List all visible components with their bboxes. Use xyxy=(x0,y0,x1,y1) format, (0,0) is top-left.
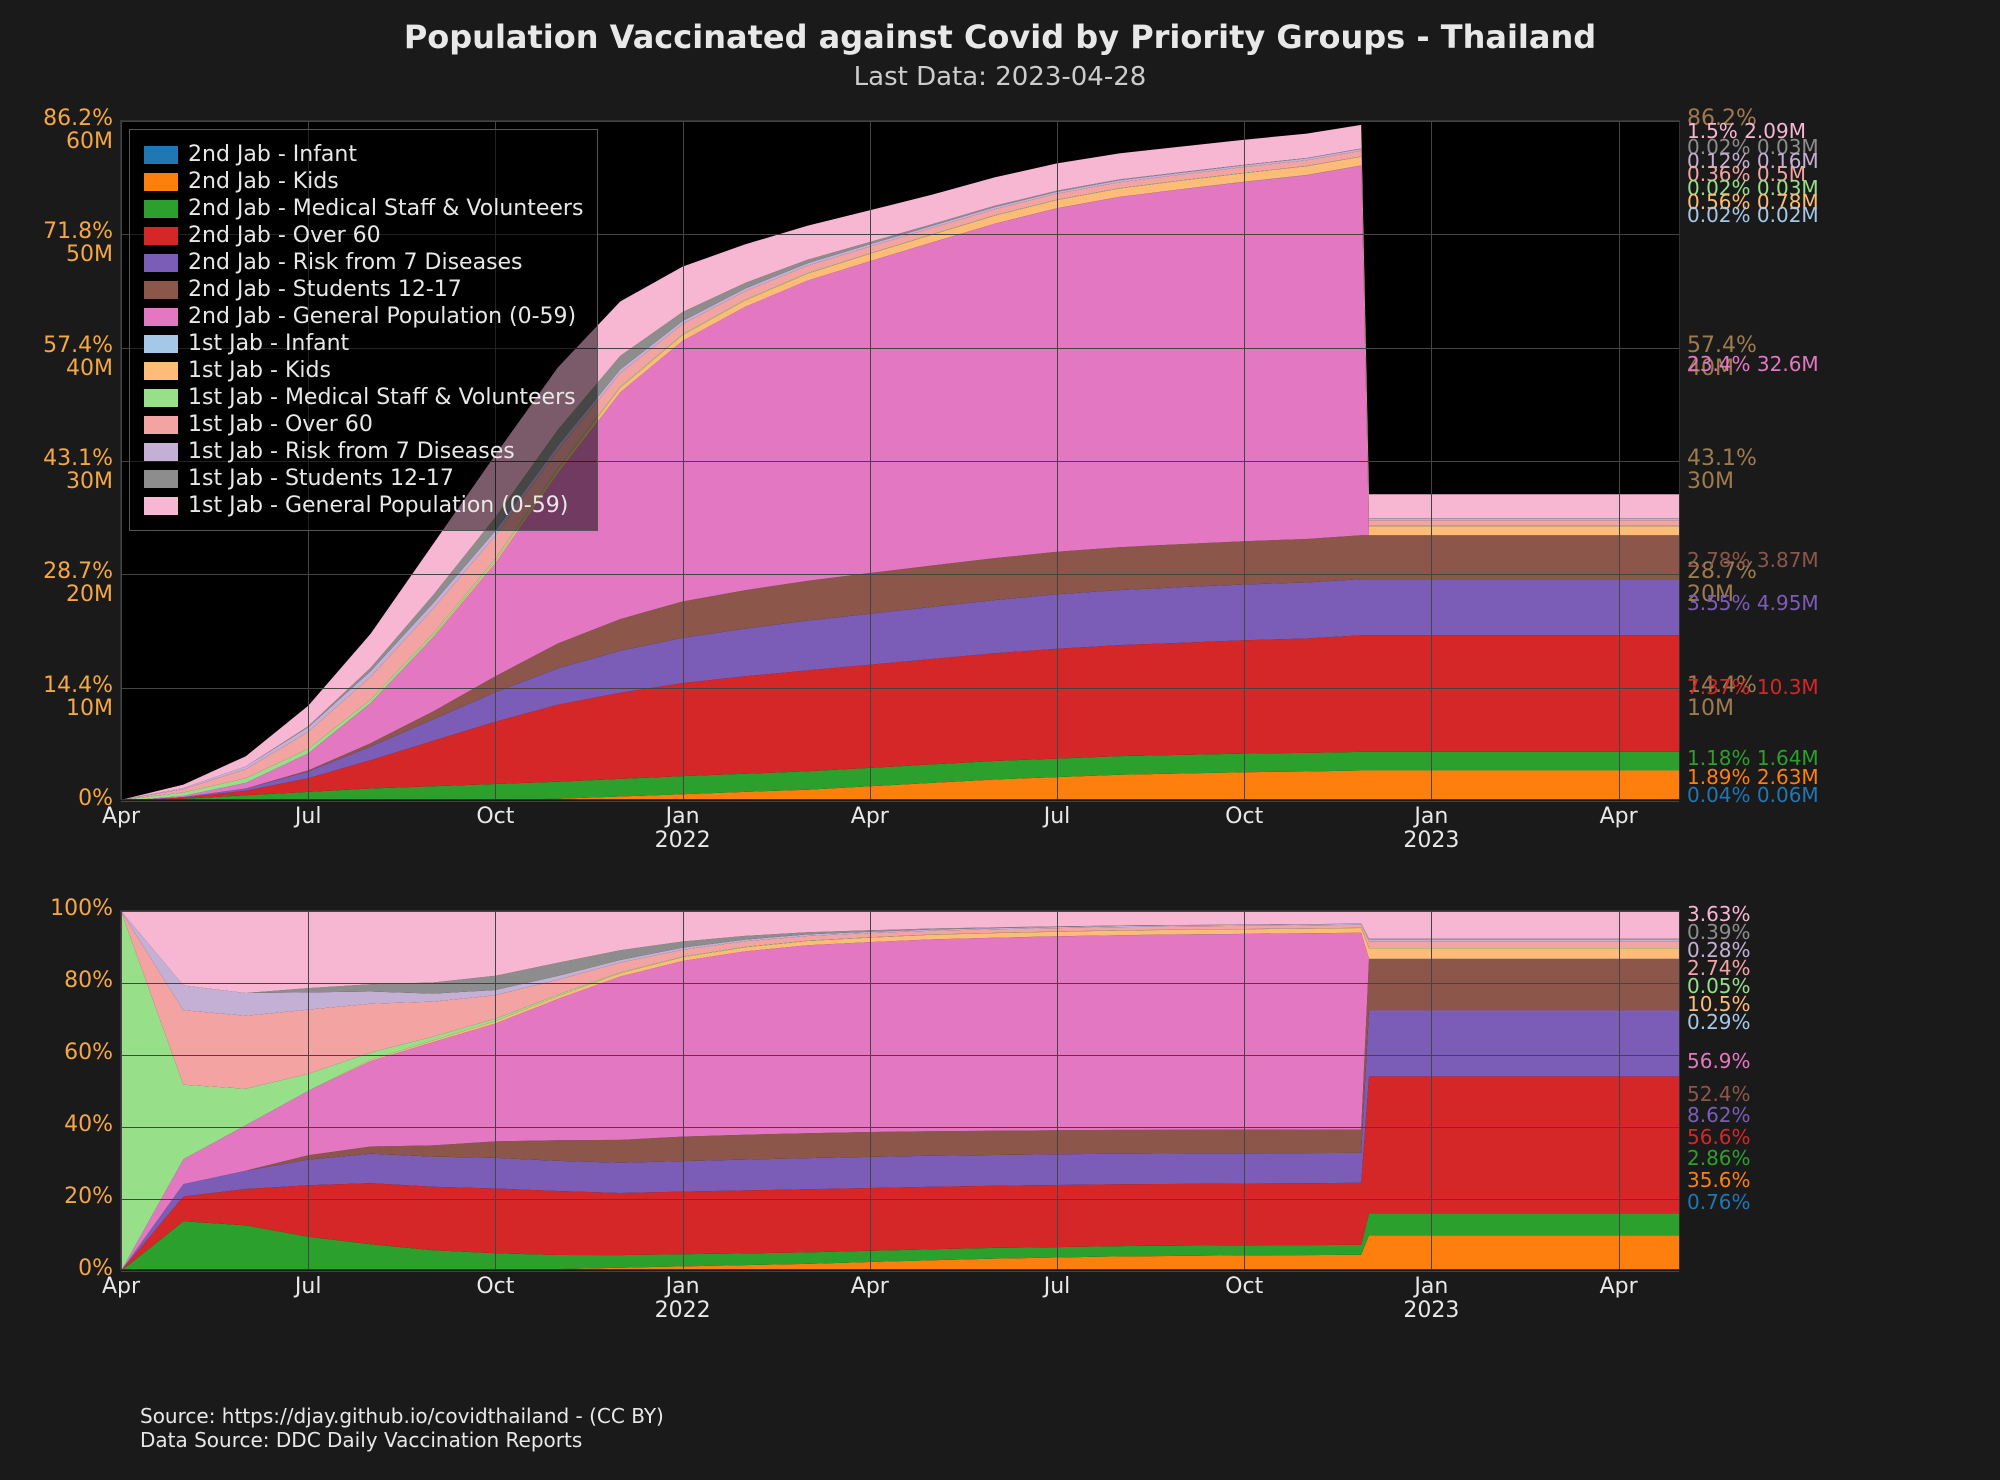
chart-footer: Source: https://djay.github.io/covidthai… xyxy=(140,1404,664,1452)
y-left-tick: 14.4% 10M xyxy=(43,674,113,720)
series-end-label: 8.62% xyxy=(1687,1105,1751,1126)
chart-title: Population Vaccinated against Covid by P… xyxy=(0,0,2000,56)
series-end-label: 23.4% 32.6M xyxy=(1687,354,1819,375)
main-chart: 2nd Jab - Infant2nd Jab - Kids2nd Jab - … xyxy=(120,120,1680,800)
series-end-label: 0.76% xyxy=(1687,1192,1751,1213)
legend-swatch xyxy=(144,200,178,218)
x-tick: Apr xyxy=(1600,1275,1638,1299)
series-end-label: 0.02% 0.02M xyxy=(1687,205,1819,226)
y-left-tick: 28.7% 20M xyxy=(43,560,113,606)
series-end-label: 35.6% xyxy=(1687,1170,1751,1191)
series-end-label: 2.78% 3.87M xyxy=(1687,550,1819,571)
x-tick: Oct xyxy=(1225,1275,1263,1299)
x-tick: Jul xyxy=(1044,1275,1071,1299)
legend-label: 1st Jab - Kids xyxy=(188,358,331,383)
y-left-tick: 57.4% 40M xyxy=(43,334,113,380)
legend-swatch xyxy=(144,416,178,434)
legend-item: 1st Jab - Risk from 7 Diseases xyxy=(144,439,583,464)
legend-label: 2nd Jab - Medical Staff & Volunteers xyxy=(188,196,583,221)
y-left-tick: 20% xyxy=(64,1185,113,1208)
chart-legend: 2nd Jab - Infant2nd Jab - Kids2nd Jab - … xyxy=(129,129,598,531)
series-end-label: 7.37% 10.3M xyxy=(1687,677,1819,698)
legend-item: 1st Jab - Medical Staff & Volunteers xyxy=(144,385,583,410)
series-end-label: 56.6% xyxy=(1687,1127,1751,1148)
y-left-tick: 100% xyxy=(50,897,113,920)
legend-label: 1st Jab - General Population (0-59) xyxy=(188,493,568,518)
legend-label: 2nd Jab - Infant xyxy=(188,142,357,167)
legend-item: 2nd Jab - Risk from 7 Diseases xyxy=(144,250,583,275)
x-tick: Apr xyxy=(102,805,140,829)
legend-label: 2nd Jab - Kids xyxy=(188,169,339,194)
legend-label: 1st Jab - Infant xyxy=(188,331,349,356)
legend-swatch xyxy=(144,227,178,245)
series-end-label: 0.29% xyxy=(1687,1012,1751,1033)
legend-item: 1st Jab - Kids xyxy=(144,358,583,383)
percent-chart-area xyxy=(121,911,1679,1269)
legend-label: 2nd Jab - Risk from 7 Diseases xyxy=(188,250,523,275)
y-left-tick: 43.1% 30M xyxy=(43,447,113,493)
x-tick: Jan 2022 xyxy=(655,805,711,853)
x-tick: Jan 2022 xyxy=(655,1275,711,1323)
legend-item: 2nd Jab - Students 12-17 xyxy=(144,277,583,302)
footer-line-2: Data Source: DDC Daily Vaccination Repor… xyxy=(140,1428,664,1452)
x-tick: Jan 2023 xyxy=(1403,805,1459,853)
legend-swatch xyxy=(144,173,178,191)
legend-label: 1st Jab - Students 12-17 xyxy=(188,466,454,491)
legend-label: 2nd Jab - General Population (0-59) xyxy=(188,304,576,329)
legend-item: 2nd Jab - General Population (0-59) xyxy=(144,304,583,329)
legend-label: 1st Jab - Over 60 xyxy=(188,412,373,437)
x-tick: Jan 2023 xyxy=(1403,1275,1459,1323)
x-tick: Jul xyxy=(295,805,322,829)
legend-swatch xyxy=(144,443,178,461)
x-tick: Apr xyxy=(102,1275,140,1299)
y-left-tick: 40% xyxy=(64,1113,113,1136)
legend-swatch xyxy=(144,497,178,515)
x-tick: Jul xyxy=(1044,805,1071,829)
legend-item: 1st Jab - Students 12-17 xyxy=(144,466,583,491)
legend-item: 1st Jab - Infant xyxy=(144,331,583,356)
legend-item: 2nd Jab - Infant xyxy=(144,142,583,167)
y-left-tick: 86.2% 60M xyxy=(43,107,113,153)
legend-swatch xyxy=(144,335,178,353)
series-end-label: 56.9% xyxy=(1687,1051,1751,1072)
legend-swatch xyxy=(144,281,178,299)
x-tick: Oct xyxy=(476,805,514,829)
x-tick: Apr xyxy=(1600,805,1638,829)
legend-swatch xyxy=(144,308,178,326)
legend-item: 1st Jab - Over 60 xyxy=(144,412,583,437)
y-left-tick: 71.8% 50M xyxy=(43,220,113,266)
legend-swatch xyxy=(144,362,178,380)
legend-item: 2nd Jab - Over 60 xyxy=(144,223,583,248)
chart-subtitle: Last Data: 2023-04-28 xyxy=(0,62,2000,92)
legend-label: 1st Jab - Risk from 7 Diseases xyxy=(188,439,515,464)
legend-swatch xyxy=(144,146,178,164)
legend-swatch xyxy=(144,389,178,407)
y-left-tick: 60% xyxy=(64,1041,113,1064)
series-end-label: 52.4% xyxy=(1687,1084,1751,1105)
x-tick: Oct xyxy=(476,1275,514,1299)
legend-item: 2nd Jab - Medical Staff & Volunteers xyxy=(144,196,583,221)
legend-swatch xyxy=(144,470,178,488)
legend-label: 2nd Jab - Over 60 xyxy=(188,223,381,248)
footer-line-1: Source: https://djay.github.io/covidthai… xyxy=(140,1404,664,1428)
series-end-label: 3.55% 4.95M xyxy=(1687,593,1819,614)
legend-item: 2nd Jab - Kids xyxy=(144,169,583,194)
x-tick: Apr xyxy=(851,805,889,829)
series-end-label: 0.04% 0.06M xyxy=(1687,785,1819,806)
x-tick: Apr xyxy=(851,1275,889,1299)
legend-label: 1st Jab - Medical Staff & Volunteers xyxy=(188,385,576,410)
y-left-tick: 80% xyxy=(64,969,113,992)
legend-swatch xyxy=(144,254,178,272)
legend-label: 2nd Jab - Students 12-17 xyxy=(188,277,462,302)
x-tick: Jul xyxy=(295,1275,322,1299)
x-tick: Oct xyxy=(1225,805,1263,829)
series-end-label: 2.86% xyxy=(1687,1148,1751,1169)
y-right-tick: 43.1% 30M xyxy=(1687,447,1757,493)
percent-chart: 0%20%40%60%80%100%AprJulOctJan 2022AprJu… xyxy=(120,910,1680,1270)
legend-item: 1st Jab - General Population (0-59) xyxy=(144,493,583,518)
